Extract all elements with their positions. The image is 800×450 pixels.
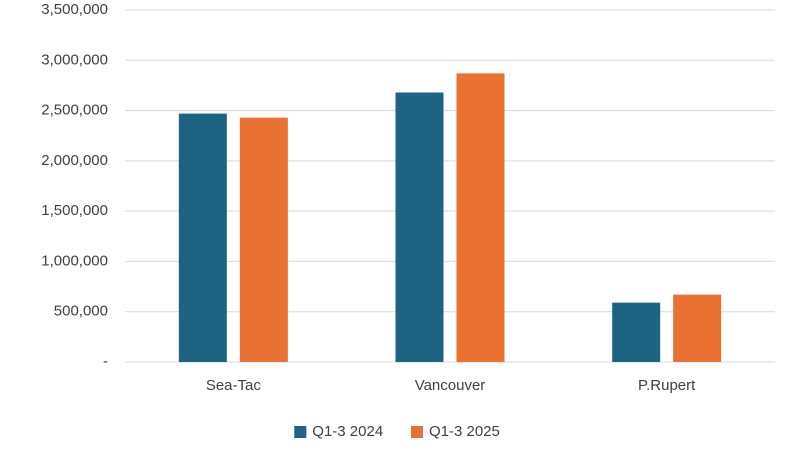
bar	[456, 73, 505, 363]
legend-swatch	[294, 426, 307, 438]
y-tick-label: 1,500,000	[41, 202, 108, 219]
x-tick-label: P.Rupert	[638, 377, 696, 394]
y-tick-label: -	[103, 353, 108, 370]
bar	[239, 117, 288, 363]
y-tick-label: 3,000,000	[41, 51, 108, 68]
y-tick-label: 3,500,000	[41, 1, 108, 18]
legend-label: Q1-3 2025	[429, 423, 500, 440]
legend-swatch	[411, 426, 423, 438]
x-tick-label: Vancouver	[415, 377, 486, 394]
x-tick-label: Sea-Tac	[206, 377, 262, 394]
y-tick-label: 2,500,000	[41, 102, 108, 119]
bar	[673, 294, 722, 362]
bar	[178, 113, 227, 363]
y-tick-label: 1,000,000	[41, 252, 108, 269]
bar	[395, 92, 444, 363]
bar	[612, 302, 661, 362]
y-tick-label: 500,000	[54, 303, 108, 320]
y-tick-label: 2,000,000	[41, 152, 108, 169]
legend-label: Q1-3 2024	[312, 423, 383, 440]
